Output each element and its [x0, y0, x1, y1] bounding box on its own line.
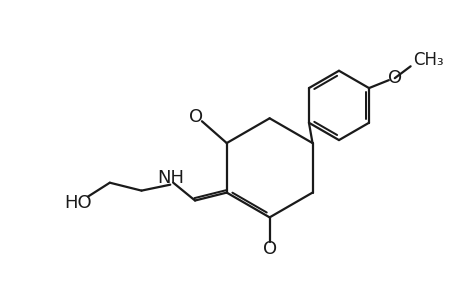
Text: O: O	[189, 108, 202, 126]
Text: HO: HO	[64, 194, 92, 211]
Text: CH₃: CH₃	[413, 51, 443, 69]
Text: O: O	[387, 69, 401, 87]
Text: O: O	[262, 240, 276, 258]
Text: NH: NH	[157, 169, 183, 187]
